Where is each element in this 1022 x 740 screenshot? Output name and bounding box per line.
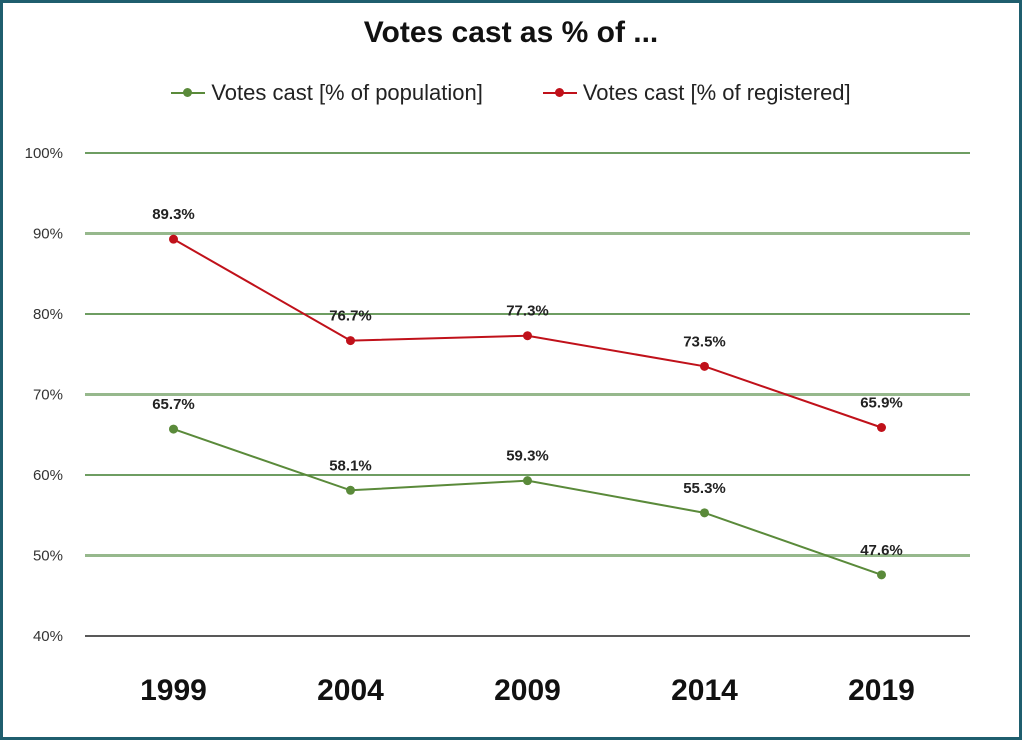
- data-label: 76.7%: [329, 308, 372, 325]
- x-tick-label: 2014: [671, 674, 738, 707]
- data-label: 65.9%: [860, 395, 903, 412]
- data-point: [700, 508, 709, 518]
- data-label: 59.3%: [506, 448, 549, 465]
- data-label: 89.3%: [152, 206, 195, 223]
- legend-swatch-population: [171, 86, 206, 100]
- data-point: [877, 570, 886, 580]
- data-label: 65.7%: [152, 396, 195, 413]
- data-label: 55.3%: [683, 480, 726, 497]
- y-tick-label: 70%: [33, 387, 63, 404]
- data-point: [346, 485, 355, 495]
- data-label: 47.6%: [860, 542, 903, 559]
- y-tick-label: 80%: [33, 306, 63, 323]
- x-tick-label: 1999: [140, 674, 207, 707]
- data-point: [523, 331, 532, 341]
- x-tick-label: 2009: [494, 674, 561, 707]
- data-label: 77.3%: [506, 303, 549, 320]
- data-point: [877, 423, 886, 433]
- y-tick-label: 60%: [33, 467, 63, 484]
- legend-label-registered: Votes cast [% of registered]: [582, 80, 851, 105]
- y-tick-label: 100%: [25, 145, 63, 162]
- data-point: [700, 361, 709, 371]
- legend-label-population: Votes cast [% of population]: [211, 80, 483, 105]
- x-tick-label: 2004: [317, 674, 384, 707]
- data-point: [346, 336, 355, 346]
- data-label: 58.1%: [329, 457, 372, 474]
- chart-title: Votes cast as % of ...: [363, 16, 659, 49]
- data-label: 73.5%: [683, 333, 726, 350]
- y-tick-label: 90%: [33, 226, 63, 243]
- chart-legend: Votes cast [% of population] Votes cast …: [0, 80, 1022, 106]
- y-tick-label: 50%: [33, 548, 63, 565]
- data-point: [169, 424, 178, 434]
- data-point: [523, 476, 532, 486]
- legend-item-registered: Votes cast [% of registered]: [542, 80, 851, 106]
- x-tick-label: 2019: [848, 674, 915, 707]
- y-tick-label: 40%: [33, 628, 63, 645]
- legend-item-population: Votes cast [% of population]: [171, 80, 483, 106]
- data-point: [169, 234, 178, 244]
- legend-swatch-registered: [542, 86, 577, 100]
